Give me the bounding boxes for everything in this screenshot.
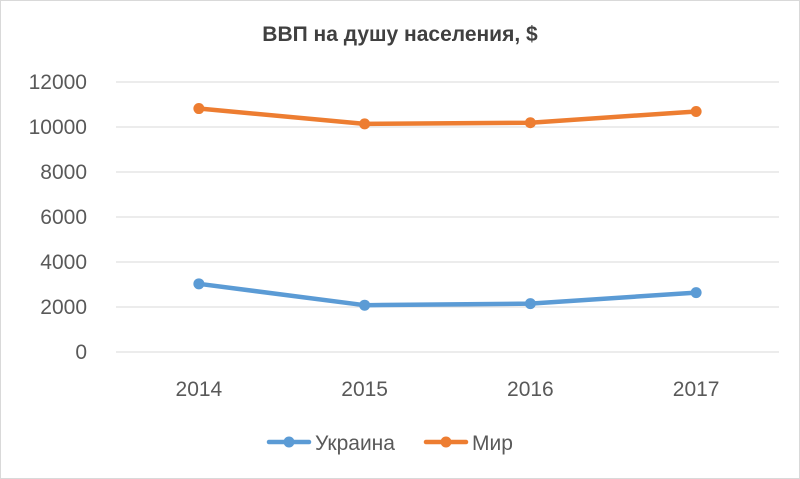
data-point — [193, 278, 205, 290]
y-tick-label: 12000 — [29, 71, 87, 94]
legend-marker-icon — [283, 436, 295, 448]
data-point — [524, 117, 536, 129]
data-point — [359, 118, 371, 130]
legend-label: Украина — [315, 432, 395, 455]
x-tick-label: 2014 — [176, 378, 223, 401]
x-tick-label: 2015 — [341, 378, 388, 401]
legend-label: Мир — [472, 432, 513, 455]
data-point — [690, 287, 702, 299]
series-line-2 — [196, 106, 699, 127]
y-tick-label: 0 — [75, 341, 87, 364]
y-tick-label: 10000 — [29, 116, 87, 139]
y-tick-label: 4000 — [40, 251, 87, 274]
chart-title: ВВП на душу населения, $ — [262, 23, 538, 46]
x-tick-label: 2017 — [673, 378, 720, 401]
data-point — [359, 299, 371, 311]
data-point — [193, 103, 205, 115]
legend-marker-icon — [440, 436, 452, 448]
x-tick-label: 2016 — [507, 378, 554, 401]
y-tick-label: 2000 — [40, 296, 87, 319]
y-tick-label: 6000 — [40, 206, 87, 229]
data-point — [524, 298, 536, 310]
data-point — [690, 105, 702, 117]
y-tick-label: 8000 — [40, 161, 87, 184]
series-line-1 — [196, 281, 699, 308]
